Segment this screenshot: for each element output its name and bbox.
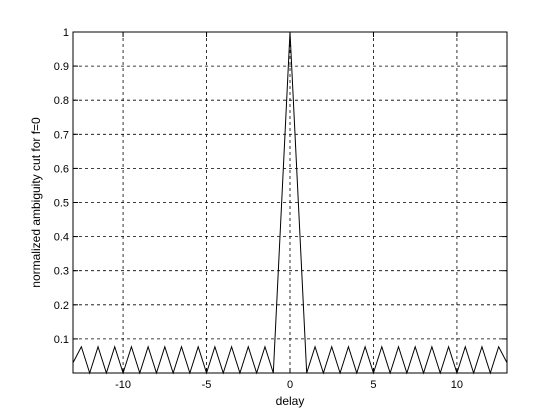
y-tick-label: 0.6 (54, 163, 69, 175)
x-tick-label: 0 (287, 379, 293, 391)
y-tick-label: 0.4 (54, 232, 69, 244)
tick-marks (73, 31, 507, 373)
y-tick-label: 0.5 (54, 198, 69, 210)
x-axis-label: delay (276, 394, 305, 408)
y-tick-label: 0.7 (54, 129, 69, 141)
x-tick-label: -10 (115, 379, 131, 391)
y-axis-label: normalized ambiguity cut for f=0 (29, 117, 43, 288)
y-tick-label: 0.8 (54, 95, 69, 107)
y-tick-label: 0.9 (54, 61, 69, 73)
grid (73, 31, 507, 373)
x-tick-label: 5 (370, 379, 376, 391)
x-tick-label: 10 (451, 379, 463, 391)
y-tick-label: 1 (63, 27, 69, 39)
y-tick-label: 0.3 (54, 266, 69, 278)
y-tick-label: 0.1 (54, 334, 69, 346)
x-tick-label: -5 (202, 379, 212, 391)
y-tick-label: 0.2 (54, 300, 69, 312)
tick-labels: -10 -5 0 5 10 0.1 0.2 0.3 0.4 0.5 0.6 0.7 0.8 0.9 1 (54, 27, 463, 391)
